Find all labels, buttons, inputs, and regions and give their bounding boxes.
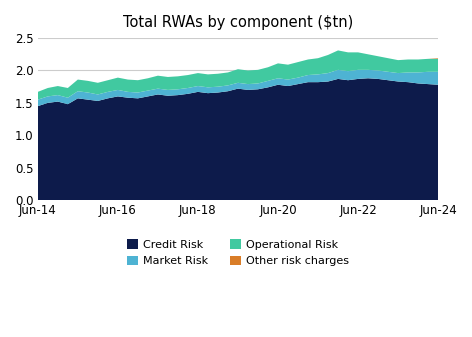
Legend: Credit Risk, Market Risk, Operational Risk, Other risk charges: Credit Risk, Market Risk, Operational Ri… — [123, 235, 353, 271]
Title: Total RWAs by component ($tn): Total RWAs by component ($tn) — [123, 15, 353, 30]
